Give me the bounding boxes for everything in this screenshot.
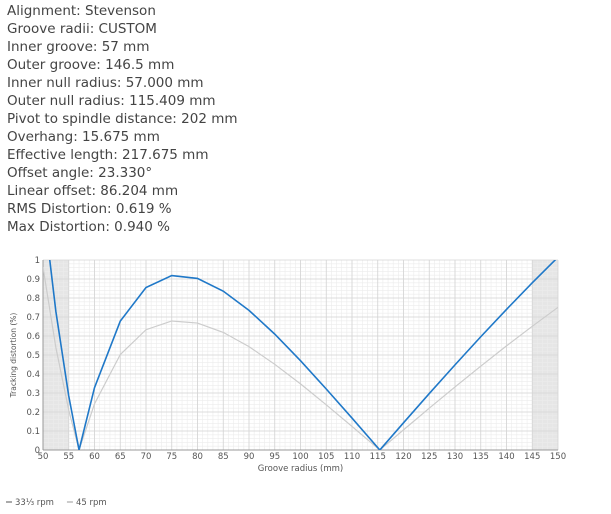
y-tick-label: 0.9 <box>26 275 40 285</box>
y-tick-label: 0.8 <box>26 294 40 304</box>
x-tick-label: 90 <box>244 452 255 462</box>
x-tick-label: 95 <box>269 452 280 462</box>
info-line: Overhang: 15.675 mm <box>7 129 160 145</box>
info-line: Offset angle: 23.330° <box>7 165 153 181</box>
y-tick-label: 0.7 <box>26 313 40 323</box>
x-tick-label: 50 <box>38 452 49 462</box>
y-tick-label: 0.4 <box>26 370 40 380</box>
info-line: Inner null radius: 57.000 mm <box>7 75 204 91</box>
y-tick-label: 0.5 <box>26 351 40 361</box>
series-line <box>43 267 558 450</box>
info-line: Effective length: 217.675 mm <box>7 147 209 163</box>
plot-lines <box>43 260 558 450</box>
info-line: Linear offset: 86.204 mm <box>7 183 179 199</box>
x-tick-label: 60 <box>89 452 100 462</box>
x-tick-label: 70 <box>141 452 152 462</box>
x-tick-label: 55 <box>63 452 74 462</box>
x-tick-label: 115 <box>370 452 386 462</box>
legend-label: 33⅓ rpm <box>15 498 54 508</box>
x-tick-label: 65 <box>115 452 126 462</box>
alignment-info: Alignment: Stevenson Groove radii: CUSTOM… <box>7 2 238 236</box>
x-tick-label: 125 <box>421 452 437 462</box>
x-tick-label: 80 <box>192 452 203 462</box>
legend-label: 45 rpm <box>76 498 107 508</box>
y-tick-label: 0.3 <box>26 389 40 399</box>
info-line: Max Distortion: 0.940 % <box>7 219 170 235</box>
x-tick-label: 135 <box>473 452 489 462</box>
x-tick-label: 150 <box>550 452 566 462</box>
x-tick-label: 145 <box>524 452 540 462</box>
x-tick-label: 100 <box>292 452 308 462</box>
y-axis-label: Tracking distortion (%) <box>9 313 18 399</box>
x-axis-label: Groove radius (mm) <box>258 464 343 474</box>
x-tick-label: 110 <box>344 452 360 462</box>
info-line: Outer groove: 146.5 mm <box>7 57 175 73</box>
info-line: Inner groove: 57 mm <box>7 39 150 55</box>
y-tick-label: 0.2 <box>26 408 40 418</box>
info-line: Alignment: Stevenson <box>7 3 156 19</box>
x-tick-label: 140 <box>498 452 514 462</box>
x-tick-label: 130 <box>447 452 463 462</box>
y-tick-label: 0 <box>35 446 40 456</box>
y-tick-label: 1 <box>35 256 40 266</box>
x-tick-label: 120 <box>395 452 411 462</box>
chart: 50 55 60 65 70 75 80 85 90 95 100 105 110 115 120 125 13… <box>6 256 566 508</box>
y-tick-label: 0.6 <box>26 332 40 342</box>
info-line: Outer null radius: 115.409 mm <box>7 93 216 109</box>
y-tick-label: 0.1 <box>26 427 40 437</box>
series-line <box>48 260 557 450</box>
info-line: Groove radii: CUSTOM <box>7 21 157 37</box>
info-line: Pivot to spindle distance: 202 mm <box>7 111 238 127</box>
x-tick-label: 85 <box>218 452 229 462</box>
x-tick-label: 105 <box>318 452 334 462</box>
x-tick-label: 75 <box>166 452 177 462</box>
info-line: RMS Distortion: 0.619 % <box>7 201 172 217</box>
